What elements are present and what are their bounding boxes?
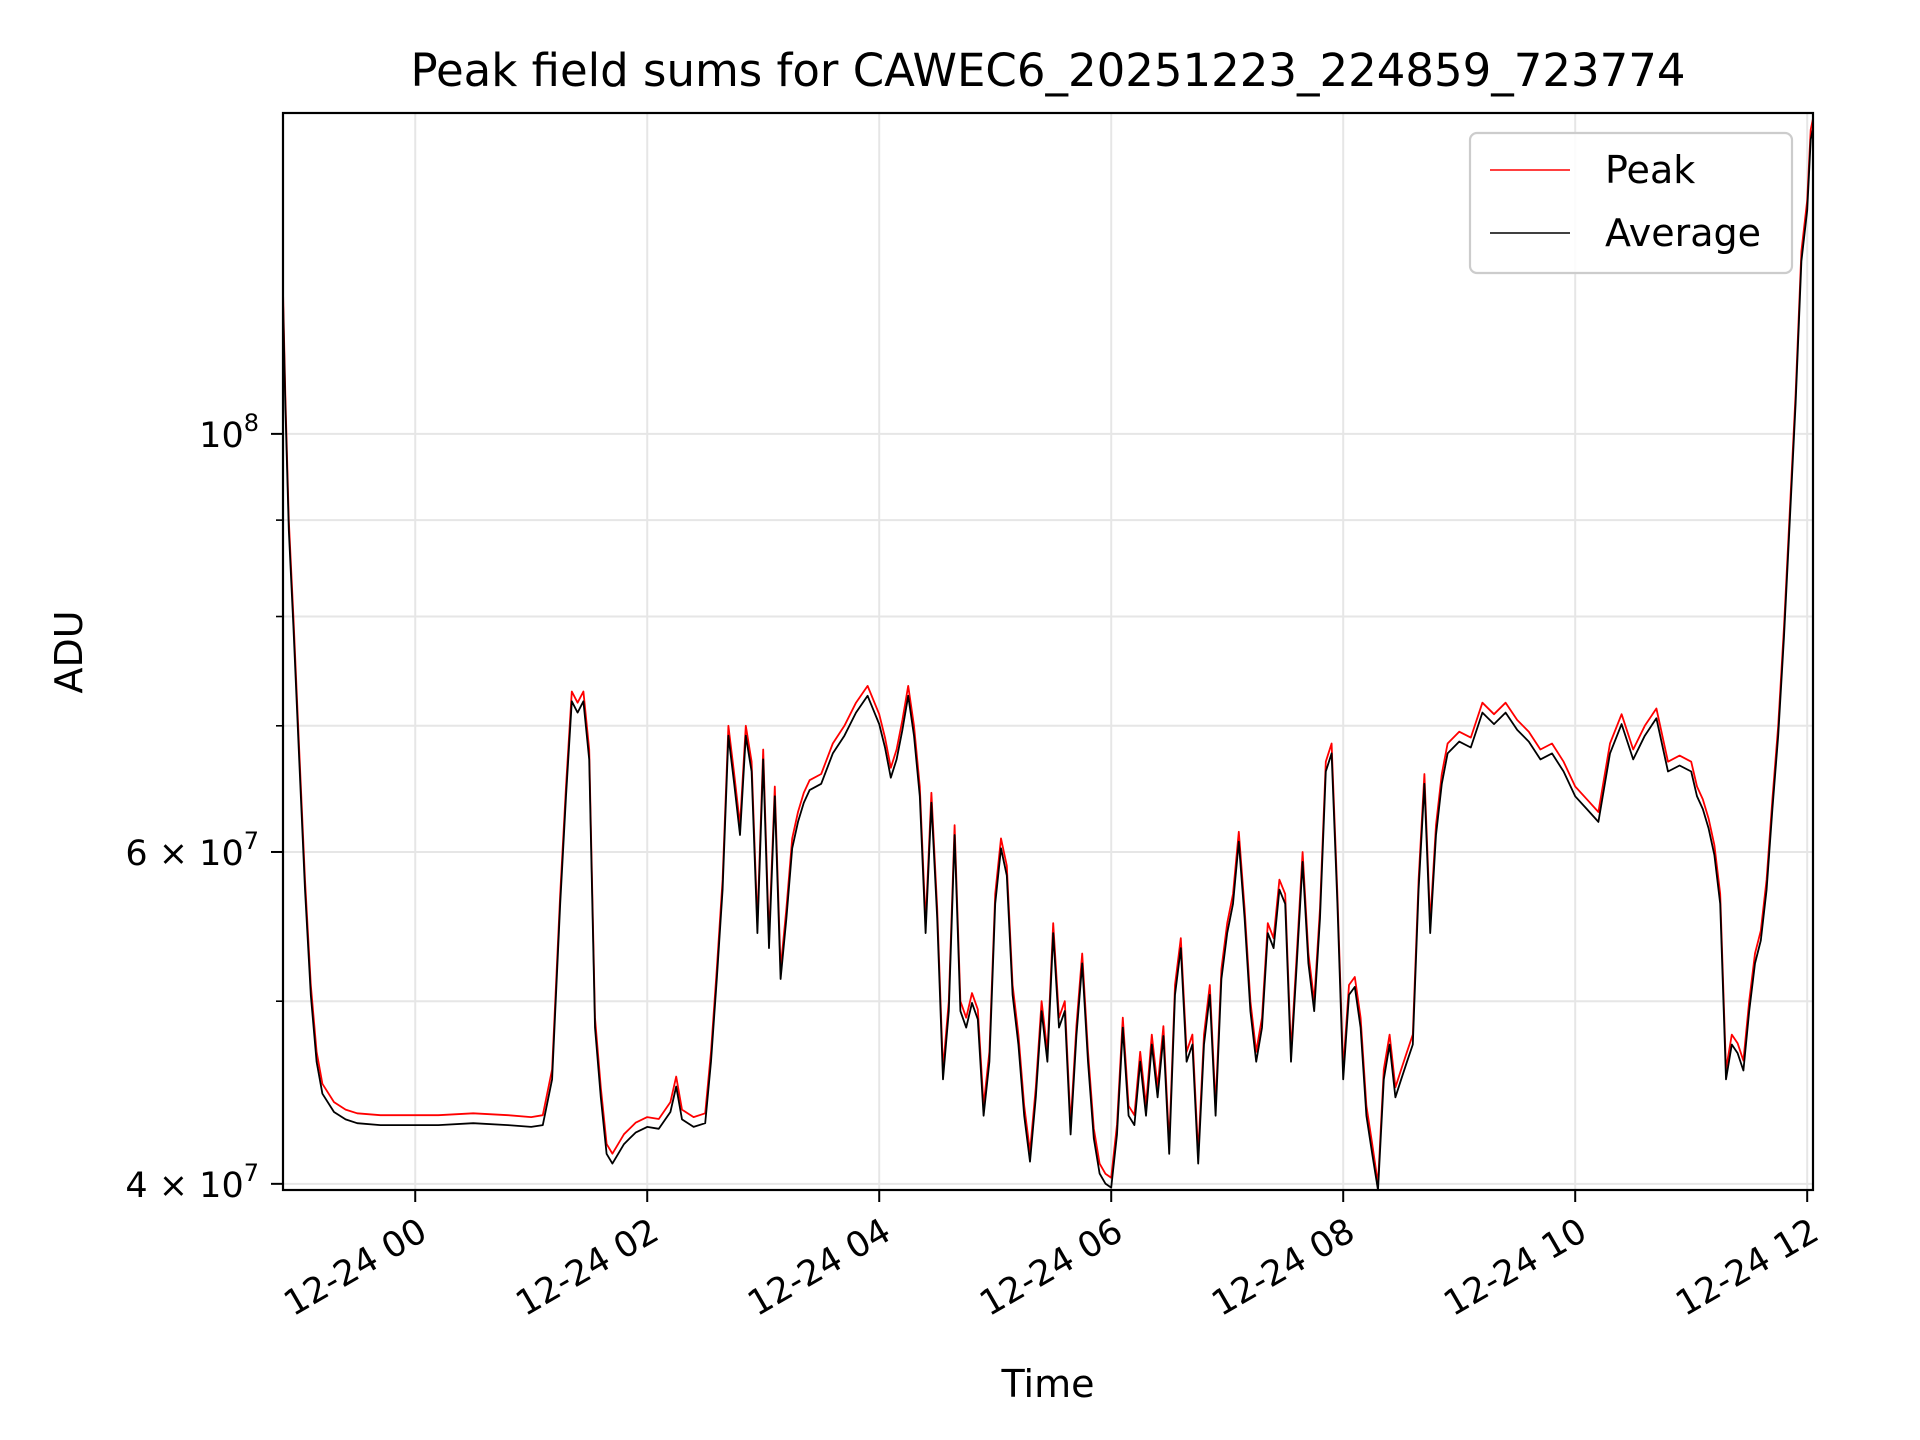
average-series-line: [282, 128, 1814, 1191]
plot-frame: [281, 111, 1815, 1192]
grid-lines: [283, 113, 1813, 1190]
y-tick-label: 6 × 107: [125, 827, 259, 874]
x-axis-label: Time: [1001, 1362, 1095, 1406]
series-lines: [282, 118, 1814, 1191]
y-axis-label: ADU: [47, 610, 91, 693]
chart-title: Peak field sums for CAWEC6_20251223_2248…: [410, 44, 1685, 97]
y-tick-label: 4 × 107: [125, 1159, 259, 1206]
peak-series-line: [282, 118, 1814, 1185]
legend-peak-label: Peak: [1605, 148, 1695, 192]
legend: Peak Average: [1468, 131, 1794, 275]
legend-box: [1468, 131, 1794, 275]
legend-average-label: Average: [1605, 211, 1761, 255]
y-tick-label: 108: [199, 409, 259, 456]
